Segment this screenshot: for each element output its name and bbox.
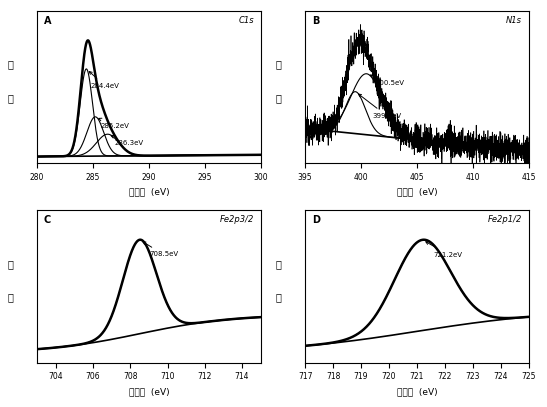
Text: 度: 度 (275, 93, 281, 103)
Text: 强: 强 (8, 59, 13, 69)
X-axis label: 结合能  (eV): 结合能 (eV) (129, 387, 169, 396)
Text: 强: 强 (275, 259, 281, 269)
X-axis label: 结合能  (eV): 结合能 (eV) (397, 188, 437, 197)
Text: C: C (44, 215, 51, 225)
Text: A: A (44, 16, 51, 26)
Text: N1s: N1s (506, 16, 522, 25)
Text: D: D (312, 215, 320, 225)
Text: 度: 度 (8, 93, 13, 103)
Text: 708.5eV: 708.5eV (143, 242, 178, 258)
Text: 285.2eV: 285.2eV (99, 118, 130, 129)
Text: 强: 强 (8, 259, 13, 269)
X-axis label: 结合能  (eV): 结合能 (eV) (397, 387, 437, 396)
Text: 284.4eV: 284.4eV (89, 72, 120, 89)
Text: 强: 强 (275, 59, 281, 69)
Text: Fe2p1/2: Fe2p1/2 (487, 215, 522, 224)
X-axis label: 结合能  (eV): 结合能 (eV) (129, 188, 169, 197)
Text: 度: 度 (8, 292, 13, 302)
Text: 度: 度 (275, 292, 281, 302)
Text: 399.5eV: 399.5eV (358, 94, 401, 119)
Text: 721.2eV: 721.2eV (426, 242, 463, 258)
Text: B: B (312, 16, 319, 26)
Text: Fe2p3/2: Fe2p3/2 (219, 215, 254, 224)
Text: 286.3eV: 286.3eV (111, 136, 143, 146)
Text: C1s: C1s (238, 16, 254, 25)
Text: 400.5eV: 400.5eV (370, 75, 405, 85)
